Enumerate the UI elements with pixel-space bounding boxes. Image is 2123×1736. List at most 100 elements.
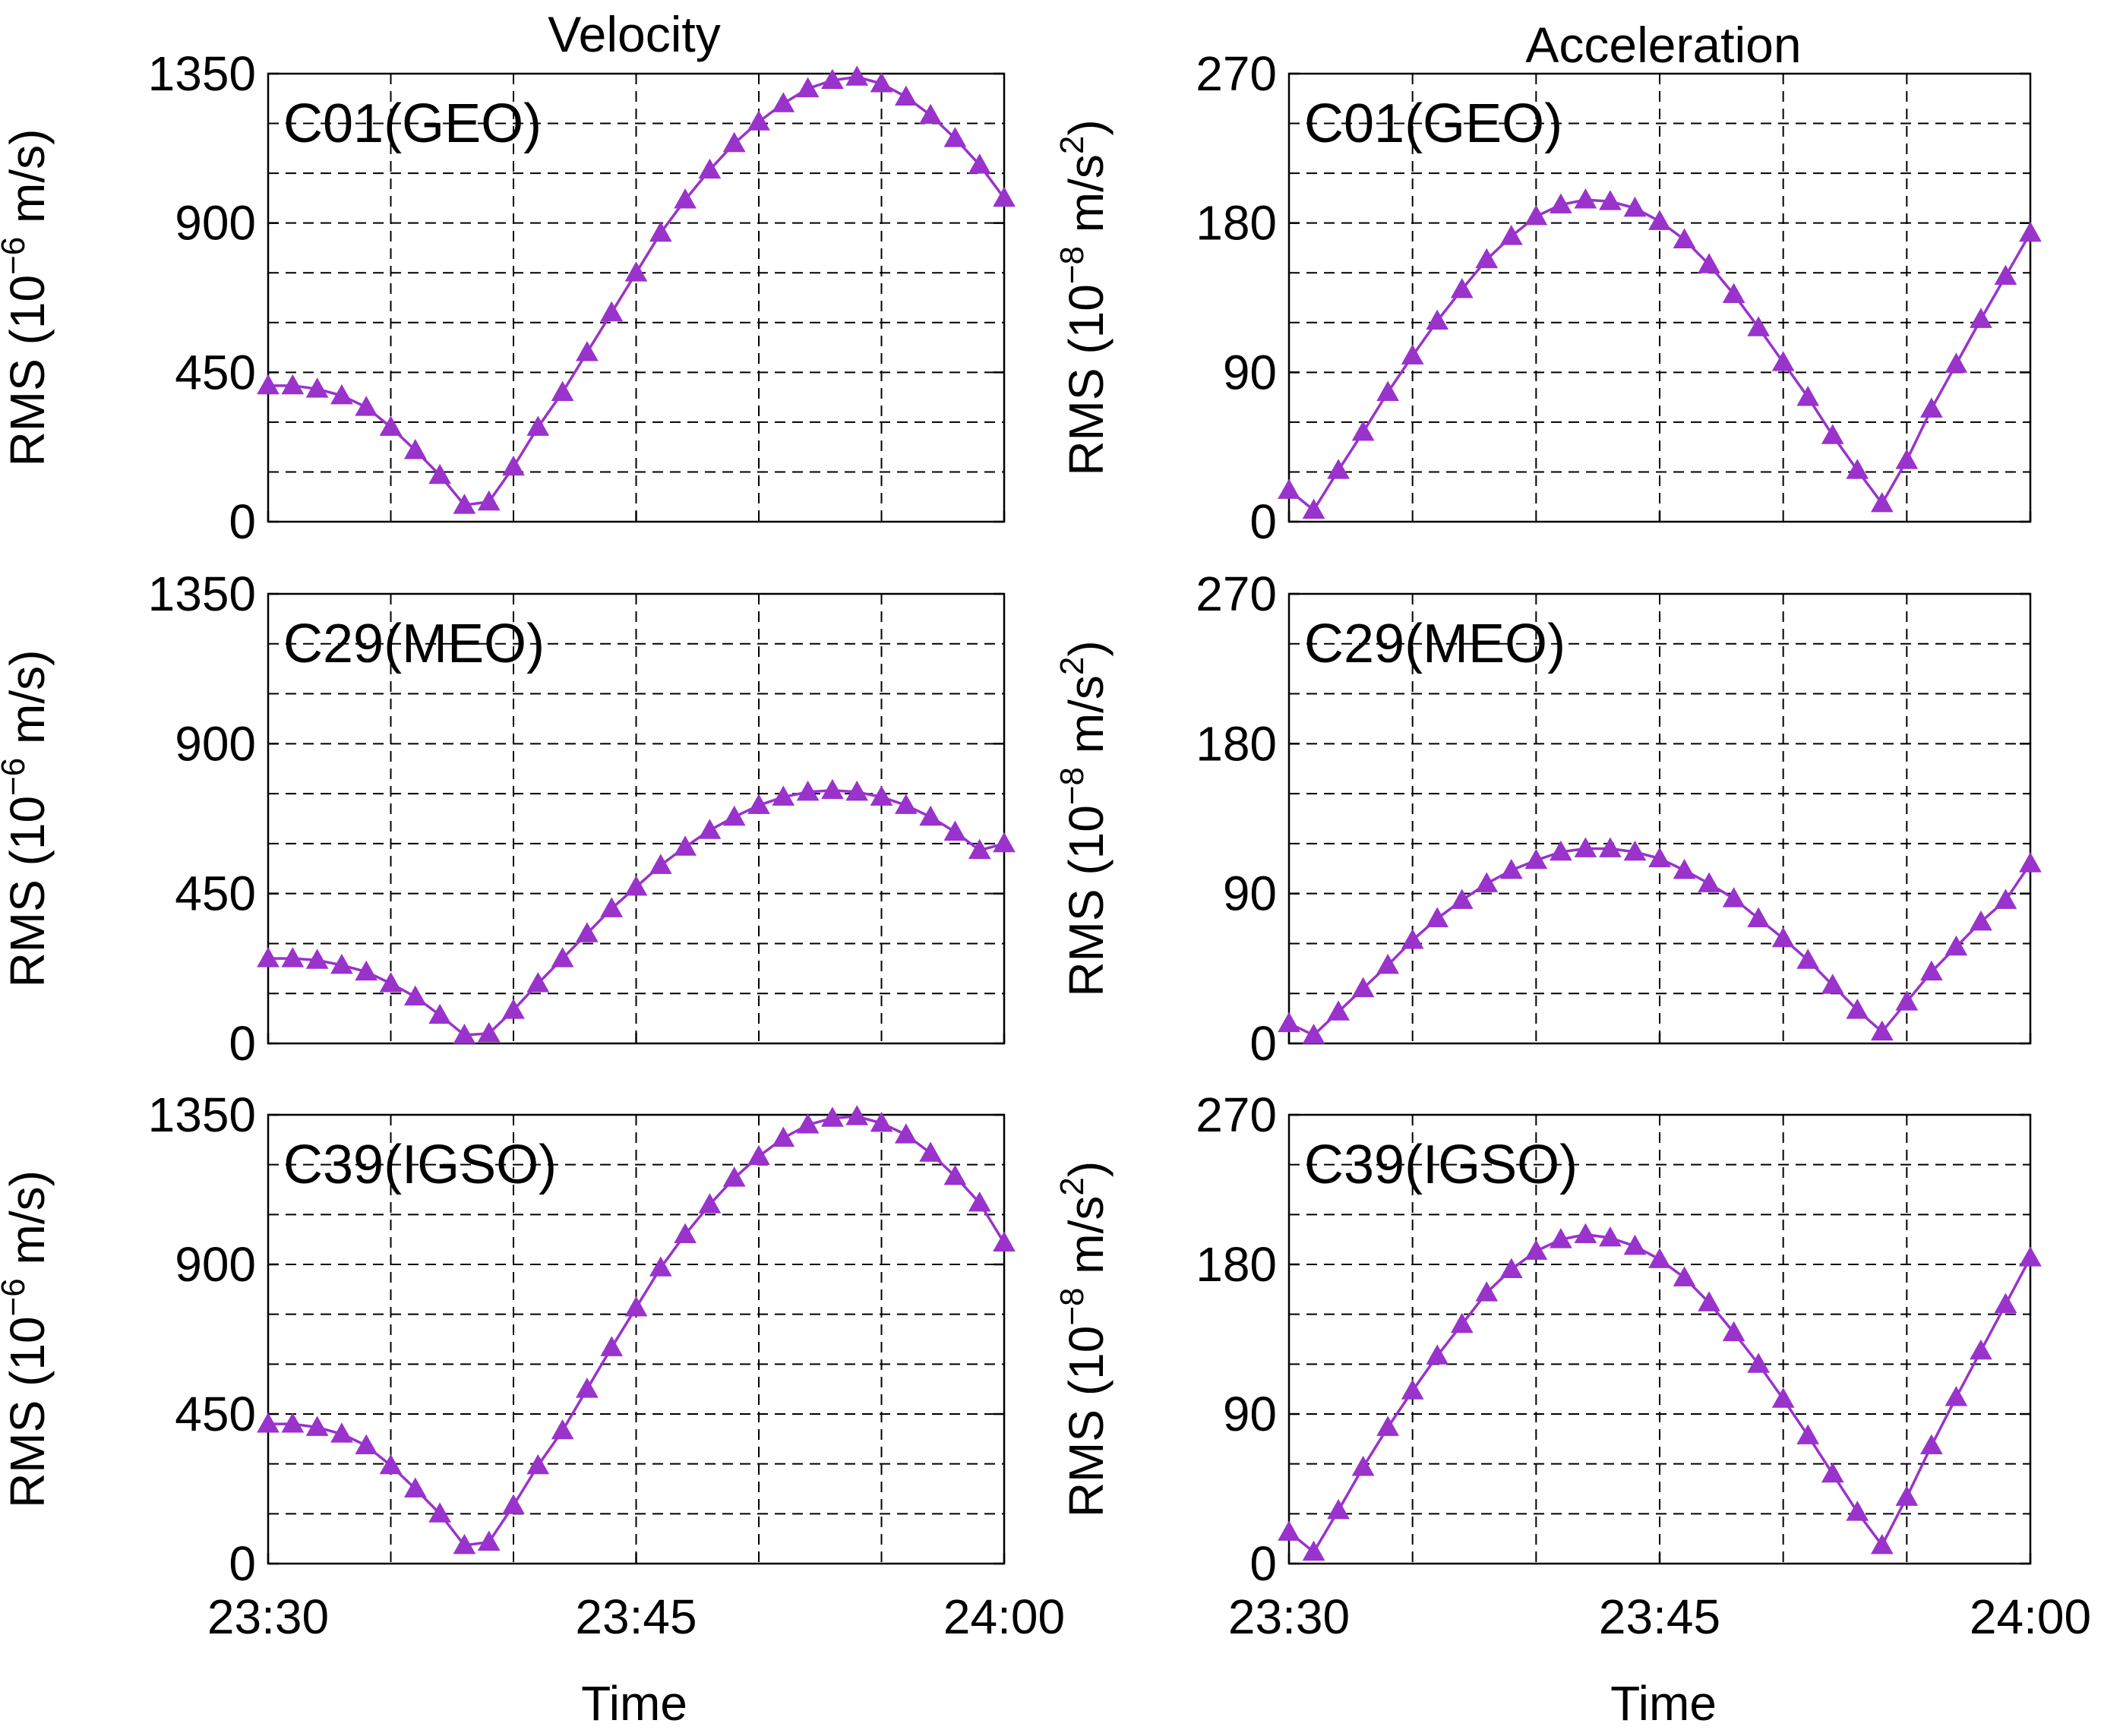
data-point	[1599, 190, 1622, 210]
y-axis-title-unit: m/s	[1059, 154, 1114, 246]
data-point	[1870, 1533, 1894, 1555]
data-point	[674, 1223, 697, 1244]
data-point	[1870, 491, 1894, 513]
y-axis-title: RMS (10−6 m/s)	[0, 1170, 55, 1508]
data-point	[428, 1502, 451, 1523]
data-point	[1524, 204, 1548, 226]
data-point	[649, 221, 672, 242]
data-point	[1648, 1248, 1671, 1268]
data-point	[453, 494, 476, 514]
data-point	[1698, 253, 1720, 273]
data-point	[772, 92, 795, 112]
column-titles: Velocity Acceleration	[548, 6, 1801, 73]
panel-label: C29(MEO)	[1304, 614, 1565, 674]
data-point	[403, 985, 427, 1006]
data-point	[1475, 1281, 1499, 1302]
data-point	[1920, 397, 1943, 418]
y-axis-title-main: RMS (10	[1059, 284, 1114, 476]
y-tick-label: 0	[1249, 1536, 1277, 1591]
data-point	[551, 947, 574, 967]
y-tick-label: 270	[1196, 567, 1277, 621]
data-point	[674, 188, 697, 209]
data-point	[1673, 858, 1696, 879]
data-point	[281, 947, 305, 967]
data-point	[1524, 848, 1548, 870]
data-point	[403, 1477, 427, 1498]
x-axis-title-acceleration: Time	[1610, 1676, 1717, 1731]
y-axis-title-exponent: −8	[1054, 246, 1091, 284]
data-point	[576, 922, 599, 942]
x-axis-titles: Time Time	[581, 1676, 1717, 1731]
data-point	[576, 1378, 599, 1398]
y-axis-title-unit: m/s)	[0, 129, 55, 237]
data-point	[1450, 889, 1474, 909]
data-point	[1278, 1520, 1300, 1541]
data-point	[1821, 1462, 1844, 1483]
y-tick-label: 0	[229, 1536, 256, 1591]
data-point	[894, 794, 918, 814]
data-point	[698, 158, 722, 179]
data-point	[1401, 1379, 1424, 1400]
panel-c39-igso-acceleration: 0 90 180 270 23:30 23:45 24:00 RMS (10−8 m/s2) C…	[1054, 1087, 2091, 1644]
data-point	[943, 820, 967, 841]
data-point	[747, 110, 770, 131]
data-point	[894, 85, 918, 106]
data-point	[281, 374, 305, 395]
y-tick-label: 270	[1196, 1087, 1277, 1142]
data-point	[624, 875, 648, 896]
data-point	[1327, 1498, 1350, 1520]
data-point	[821, 778, 844, 800]
panel-label: C01(GEO)	[1304, 93, 1562, 154]
data-point	[1821, 424, 1844, 444]
data-point	[968, 838, 991, 860]
data-point	[1747, 1353, 1770, 1373]
data-point	[1945, 1386, 1968, 1406]
x-axis-title-velocity: Time	[581, 1676, 687, 1731]
y-axis-title-square: 2	[1054, 1177, 1091, 1195]
data-point	[1698, 1291, 1720, 1311]
data-point	[1550, 193, 1572, 214]
data-point	[1846, 999, 1869, 1019]
data-point	[1550, 1228, 1572, 1248]
data-point	[698, 1193, 722, 1214]
data-point	[1475, 248, 1499, 269]
y-axis-title-main: RMS (10	[0, 796, 55, 988]
data-point	[943, 1164, 967, 1185]
data-point	[674, 835, 697, 856]
data-point	[1599, 1226, 1622, 1247]
data-point	[1771, 351, 1795, 371]
data-point	[1450, 1312, 1474, 1334]
data-point	[870, 72, 893, 93]
data-point	[1722, 282, 1745, 304]
data-point	[1599, 837, 1622, 857]
data-point	[428, 1003, 451, 1024]
data-point	[1623, 840, 1647, 861]
data-point	[2019, 221, 2042, 242]
data-point	[649, 1256, 672, 1277]
data-point	[576, 341, 599, 361]
data-point	[1351, 977, 1375, 998]
data-point	[747, 1144, 770, 1166]
y-tick-label: 1350	[148, 46, 256, 101]
data-point	[1994, 264, 2017, 286]
data-point	[1673, 1266, 1696, 1286]
data-point	[1351, 420, 1375, 441]
y-axis-title-exponent: −6	[0, 1278, 32, 1316]
data-point	[1994, 889, 2017, 909]
data-point	[1376, 953, 1399, 974]
data-point	[1499, 225, 1523, 245]
data-point	[993, 832, 1016, 853]
data-point	[1302, 498, 1325, 519]
data-point	[624, 261, 648, 282]
panel-label: C01(GEO)	[283, 93, 542, 154]
data-point	[551, 380, 574, 401]
data-point	[453, 1024, 476, 1044]
data-point	[1327, 1000, 1350, 1021]
data-point	[1821, 974, 1844, 994]
data-point	[1524, 1239, 1548, 1260]
data-point	[796, 1113, 820, 1134]
data-point	[1895, 449, 1919, 469]
x-tick-label: 23:45	[1599, 1589, 1720, 1644]
panel-c29-meo-velocity: 0 450 900 1350 RMS (10−6 m/s) C29(MEO)	[0, 567, 1016, 1071]
